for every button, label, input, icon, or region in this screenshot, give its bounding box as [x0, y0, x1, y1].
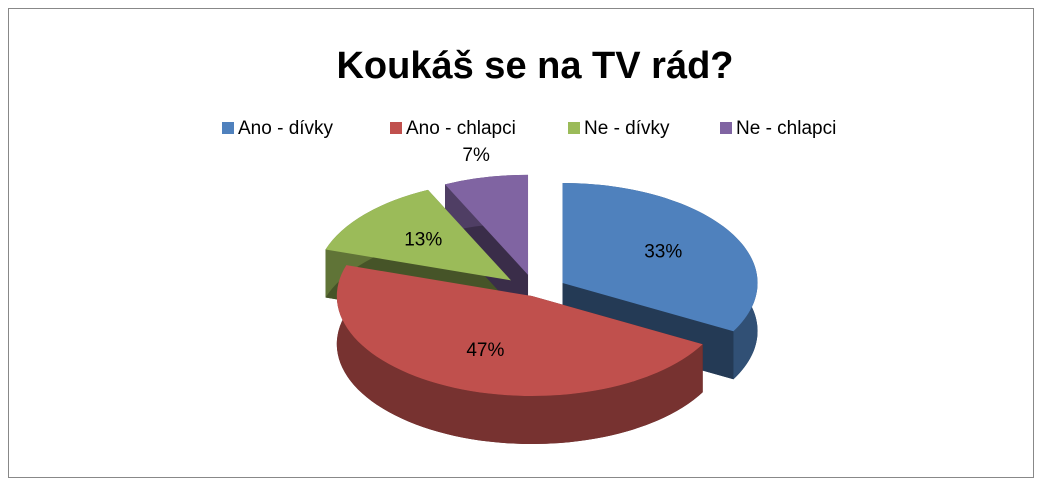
slice-side — [336, 265, 703, 445]
slice — [336, 265, 703, 397]
legend-label: Ano - chlapci — [406, 118, 516, 139]
legend-swatch — [222, 122, 234, 134]
slice — [444, 174, 529, 275]
legend-label: Ano - dívky — [238, 118, 334, 139]
chart-title: Koukáš se na TV rád? — [336, 45, 733, 87]
slice — [562, 183, 758, 332]
legend-label: Ne - dívky — [584, 118, 670, 139]
legend-swatch — [568, 122, 580, 134]
slice — [325, 189, 511, 281]
legend-label: Ne - chlapci — [736, 118, 836, 139]
data-label: 47% — [466, 340, 504, 361]
legend-swatch — [720, 122, 732, 134]
data-label: 13% — [404, 230, 442, 251]
data-label: 7% — [462, 145, 490, 166]
data-label: 33% — [644, 242, 682, 263]
legend-swatch — [390, 122, 402, 134]
